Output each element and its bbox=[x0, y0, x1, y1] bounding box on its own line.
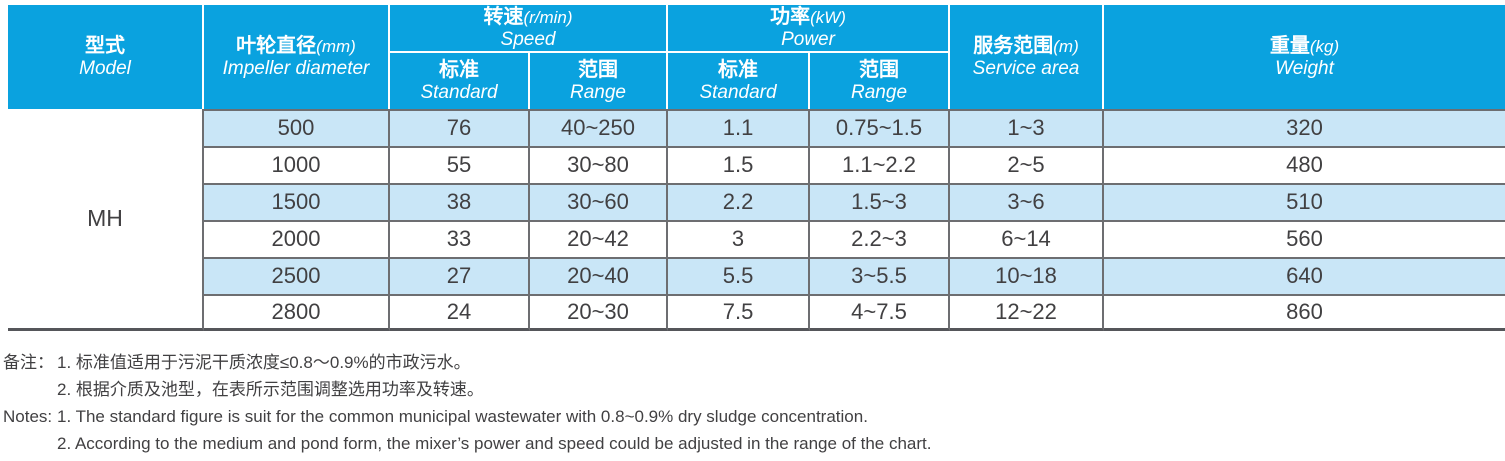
cell-power-standard: 5.5 bbox=[668, 256, 811, 294]
cell-weight: 640 bbox=[1104, 256, 1505, 294]
note-en-1: 1. The standard figure is suit for the c… bbox=[57, 407, 868, 426]
cell-power-range: 1.1~2.2 bbox=[810, 145, 951, 183]
header-service-en: Service area bbox=[972, 58, 1080, 79]
cell-speed-range: 30~80 bbox=[530, 145, 669, 183]
cell-power-range: 4~7.5 bbox=[810, 293, 951, 331]
cell-speed-standard: 76 bbox=[390, 108, 530, 146]
cell-speed-standard: 24 bbox=[390, 293, 530, 331]
cell-impeller: 1000 bbox=[204, 145, 390, 183]
notes-en-items: 1. The standard figure is suit for the c… bbox=[57, 403, 931, 457]
notes-zh-items: 1. 标准值适用于污泥干质浓度≤0.8～0.9%的市政污水。 2. 根据介质及池… bbox=[57, 349, 931, 403]
header-service-area: 服务范围(m) Service area bbox=[950, 5, 1105, 109]
cell-weight: 480 bbox=[1104, 145, 1505, 183]
notes-zh-label: 备注： bbox=[3, 353, 54, 372]
header-speed-group: 转速(r/min) Speed bbox=[390, 5, 669, 53]
unit-mm: (mm) bbox=[316, 37, 356, 56]
header-power-standard: 标准 Standard bbox=[668, 52, 811, 109]
cell-service-area: 1~3 bbox=[950, 108, 1105, 146]
cell-impeller: 2500 bbox=[204, 256, 390, 294]
header-speed-zh: 转速(r/min) bbox=[483, 6, 573, 28]
cell-speed-standard: 33 bbox=[390, 219, 530, 257]
header-weight: 重量(kg) Weight bbox=[1104, 5, 1505, 109]
cell-power-standard: 2.2 bbox=[668, 182, 811, 220]
notes-en-label: Notes: bbox=[3, 407, 53, 426]
header-power-group: 功率(kW) Power bbox=[668, 5, 951, 53]
cell-speed-standard: 38 bbox=[390, 182, 530, 220]
cell-service-area: 3~6 bbox=[950, 182, 1105, 220]
cell-power-range: 1.5~3 bbox=[810, 182, 951, 220]
table-body: MH 500 76 40~250 1.1 0.75~1.5 1~3 320 10… bbox=[8, 108, 1505, 331]
table-row: 2800 24 20~30 7.5 4~7.5 12~22 860 bbox=[8, 293, 1505, 331]
header-model-zh: 型式 bbox=[85, 35, 125, 57]
notes-zh: 备注： 1. 标准值适用于污泥干质浓度≤0.8～0.9%的市政污水。 2. 根据… bbox=[3, 349, 931, 403]
header-power-range: 范围 Range bbox=[810, 52, 951, 109]
note-zh-2: 2. 根据介质及池型，在表所示范围调整选用功率及转速。 bbox=[57, 380, 484, 399]
table-row: 2500 27 20~40 5.5 3~5.5 10~18 640 bbox=[8, 256, 1505, 294]
header-speed-en: Speed bbox=[500, 29, 556, 50]
cell-power-standard: 7.5 bbox=[668, 293, 811, 331]
cell-weight: 510 bbox=[1104, 182, 1505, 220]
cell-speed-range: 20~30 bbox=[530, 293, 669, 331]
unit-kw: (kW) bbox=[810, 8, 846, 27]
unit-rmin: (r/min) bbox=[523, 8, 573, 27]
cell-speed-standard: 55 bbox=[390, 145, 530, 183]
cell-service-area: 12~22 bbox=[950, 293, 1105, 331]
cell-speed-range: 20~40 bbox=[530, 256, 669, 294]
cell-impeller: 500 bbox=[204, 108, 390, 146]
header-impeller-en: Impeller diameter bbox=[222, 58, 370, 79]
cell-speed-standard: 27 bbox=[390, 256, 530, 294]
cell-service-area: 2~5 bbox=[950, 145, 1105, 183]
table-row: 2000 33 20~42 3 2.2~3 6~14 560 bbox=[8, 219, 1505, 257]
cell-weight: 320 bbox=[1104, 108, 1505, 146]
model-value-cell: MH bbox=[8, 108, 204, 331]
cell-weight: 860 bbox=[1104, 293, 1505, 331]
cell-weight: 560 bbox=[1104, 219, 1505, 257]
notes-en: Notes: 1. The standard figure is suit fo… bbox=[3, 403, 931, 457]
note-zh-1: 1. 标准值适用于污泥干质浓度≤0.8～0.9%的市政污水。 bbox=[57, 353, 471, 372]
header-power-en: Power bbox=[781, 29, 835, 50]
unit-kg: (kg) bbox=[1309, 37, 1340, 56]
cell-service-area: 10~18 bbox=[950, 256, 1105, 294]
header-service-zh: 服务范围(m) bbox=[973, 35, 1079, 57]
cell-power-range: 0.75~1.5 bbox=[810, 108, 951, 146]
cell-power-range: 2.2~3 bbox=[810, 219, 951, 257]
note-en-2: 2. According to the medium and pond form… bbox=[57, 434, 932, 453]
header-power-zh: 功率(kW) bbox=[770, 6, 846, 28]
header-model: 型式 Model bbox=[8, 5, 204, 109]
cell-power-standard: 1.5 bbox=[668, 145, 811, 183]
notes-section: 备注： 1. 标准值适用于污泥干质浓度≤0.8～0.9%的市政污水。 2. 根据… bbox=[3, 349, 931, 457]
unit-m: (m) bbox=[1053, 37, 1079, 56]
cell-service-area: 6~14 bbox=[950, 219, 1105, 257]
cell-impeller: 2000 bbox=[204, 219, 390, 257]
header-model-en: Model bbox=[79, 58, 131, 79]
cell-power-standard: 1.1 bbox=[668, 108, 811, 146]
spec-table: 型式 Model 叶轮直径(mm) Impeller diameter 转速(r… bbox=[8, 5, 1505, 331]
cell-impeller: 2800 bbox=[204, 293, 390, 331]
table-row: 1000 55 30~80 1.5 1.1~2.2 2~5 480 bbox=[8, 145, 1505, 183]
cell-speed-range: 30~60 bbox=[530, 182, 669, 220]
cell-impeller: 1500 bbox=[204, 182, 390, 220]
table-header: 型式 Model 叶轮直径(mm) Impeller diameter 转速(r… bbox=[8, 5, 1505, 109]
header-impeller-zh: 叶轮直径(mm) bbox=[236, 35, 356, 57]
table-row: 1500 38 30~60 2.2 1.5~3 3~6 510 bbox=[8, 182, 1505, 220]
cell-speed-range: 40~250 bbox=[530, 108, 669, 146]
cell-power-standard: 3 bbox=[668, 219, 811, 257]
cell-power-range: 3~5.5 bbox=[810, 256, 951, 294]
cell-speed-range: 20~42 bbox=[530, 219, 669, 257]
header-speed-standard: 标准 Standard bbox=[390, 52, 530, 109]
header-impeller-diameter: 叶轮直径(mm) Impeller diameter bbox=[204, 5, 390, 109]
header-weight-zh: 重量(kg) bbox=[1269, 35, 1340, 57]
header-speed-range: 范围 Range bbox=[530, 52, 669, 109]
table-row: MH 500 76 40~250 1.1 0.75~1.5 1~3 320 bbox=[8, 108, 1505, 331]
header-weight-en: Weight bbox=[1275, 58, 1334, 79]
